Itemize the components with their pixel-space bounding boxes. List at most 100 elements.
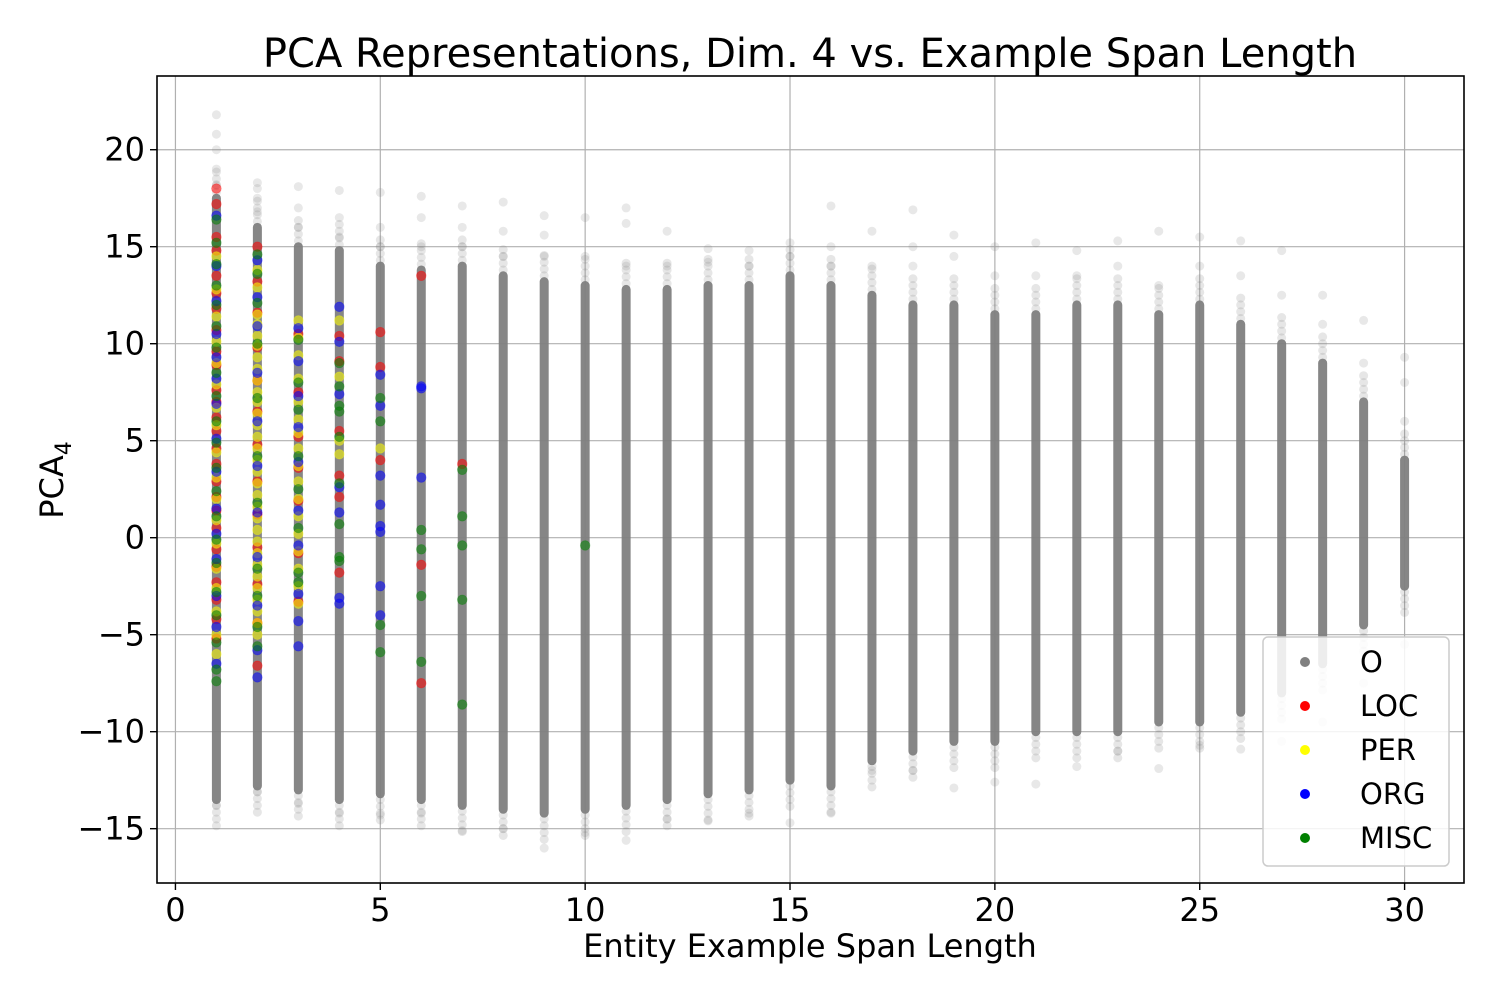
o-point [457, 242, 467, 252]
o-point [1236, 720, 1246, 730]
o-point [211, 145, 221, 155]
o-point [252, 193, 262, 203]
o-point [1195, 287, 1205, 297]
o-point [908, 765, 918, 775]
o-point [1154, 281, 1164, 291]
o-point [334, 807, 344, 817]
o-point [1359, 384, 1369, 394]
o-point [662, 279, 672, 289]
o-point [457, 249, 467, 259]
o-point [785, 788, 795, 798]
o-point [990, 749, 1000, 759]
misc-point [211, 237, 222, 249]
o-point [1113, 287, 1123, 297]
o-point [1236, 744, 1246, 754]
x-axis-ticks: 0 5 10 15 20 25 30 [165, 883, 1425, 929]
x-tick-label: 10 [565, 891, 606, 929]
o-point [826, 787, 836, 797]
o-point [703, 815, 713, 825]
y-tick-label: 20 [104, 131, 145, 169]
o-point [498, 824, 508, 834]
o-point [375, 801, 385, 811]
per-point [252, 309, 263, 320]
o-point [334, 821, 344, 831]
o-point [744, 261, 754, 271]
per-point [293, 598, 304, 609]
org-point [416, 472, 427, 483]
o-point [375, 810, 385, 820]
o-point [252, 184, 262, 194]
o-point [1031, 304, 1041, 314]
o-point [1400, 594, 1410, 604]
misc-point [334, 555, 345, 567]
loc-point [375, 454, 386, 466]
org-point [293, 355, 304, 367]
o-point [211, 164, 221, 174]
o-point [416, 800, 426, 810]
o-point [334, 800, 344, 810]
per-point [334, 315, 345, 326]
o-point [375, 235, 385, 245]
o-point [1195, 274, 1205, 284]
o-point [252, 178, 262, 188]
o-point [498, 251, 508, 261]
org-point [293, 390, 304, 402]
o-point [334, 213, 344, 223]
o-dense-column [1359, 397, 1369, 630]
o-point [908, 281, 918, 291]
o-point [908, 261, 918, 271]
misc-point [334, 406, 345, 417]
o-point [1072, 753, 1082, 763]
o-point [744, 811, 754, 821]
loc-point [334, 567, 345, 578]
o-point [1318, 332, 1328, 342]
o-point [498, 824, 508, 834]
o-point [1277, 326, 1287, 336]
o-point [539, 834, 549, 844]
o-point [580, 824, 590, 834]
legend-marker-org [1300, 789, 1310, 799]
o-point [990, 297, 1000, 307]
misc-point [416, 656, 427, 668]
o-point [416, 191, 426, 201]
y-axis-ticks: −15 −10 −5 0 5 10 15 20 [77, 131, 157, 848]
o-point [334, 226, 344, 236]
o-point [293, 798, 303, 808]
org-point [334, 598, 345, 609]
org-point [334, 336, 345, 347]
o-point [703, 808, 713, 818]
o-point [867, 284, 877, 294]
o-point [539, 211, 549, 221]
o-point [1113, 236, 1123, 246]
per-point [211, 311, 222, 322]
o-point [867, 271, 877, 281]
o-dense-column [1400, 455, 1410, 591]
o-point [1195, 261, 1205, 271]
o-point [1236, 271, 1246, 281]
o-point [580, 810, 590, 820]
o-dense-column [1072, 300, 1082, 737]
o-dense-column [990, 310, 1000, 746]
misc-point [252, 497, 263, 508]
o-point [211, 800, 221, 810]
o-point [785, 801, 795, 811]
misc-point [211, 610, 222, 621]
o-point [1031, 739, 1041, 749]
o-point [1154, 226, 1164, 236]
o-point [1400, 607, 1410, 617]
o-point [539, 843, 549, 853]
y-tick-label: 15 [104, 228, 145, 266]
misc-point [211, 280, 222, 291]
o-point [539, 271, 549, 281]
o-point [539, 250, 549, 260]
misc-point [293, 567, 304, 578]
misc-point [211, 676, 222, 687]
chart-title: PCA Representations, Dim. 4 vs. Example … [263, 31, 1357, 77]
org-point [375, 470, 386, 481]
misc-point [457, 540, 468, 551]
o-point [1072, 762, 1082, 772]
o-point [293, 203, 303, 213]
misc-point [211, 299, 222, 311]
o-point [1359, 358, 1369, 368]
o-point [785, 818, 795, 828]
